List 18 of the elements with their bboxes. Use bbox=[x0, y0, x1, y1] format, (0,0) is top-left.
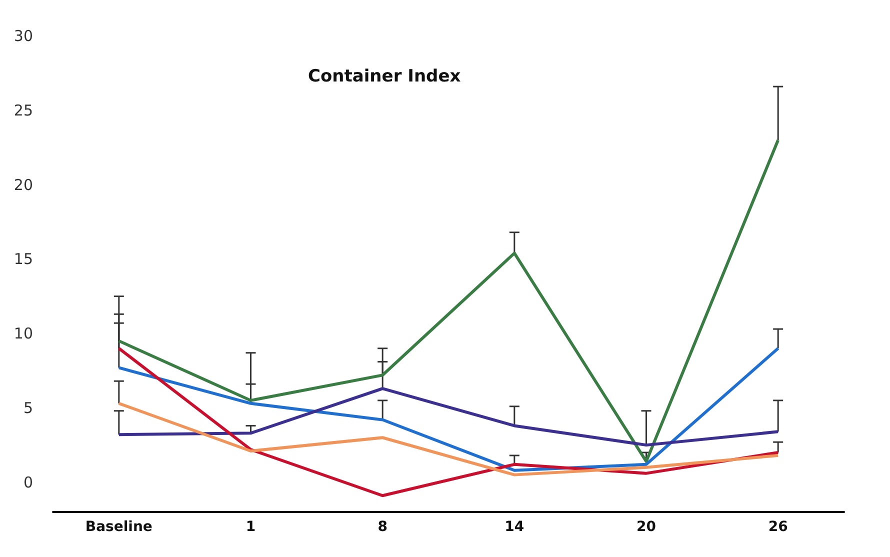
x-tick-label: 8 bbox=[378, 519, 388, 535]
x-tick-label: 1 bbox=[246, 519, 256, 535]
y-tick-label: 30 bbox=[14, 27, 33, 45]
line-series bbox=[117, 346, 780, 472]
text: Container Index bbox=[308, 66, 461, 86]
x-tick-label: 14 bbox=[504, 519, 524, 535]
y-tick-label: 5 bbox=[23, 398, 33, 417]
line-series bbox=[117, 387, 780, 447]
x-tick-label: 20 bbox=[636, 519, 656, 535]
y-tick-label: 10 bbox=[14, 324, 33, 342]
line-series bbox=[117, 402, 780, 476]
y-tick-label: 0 bbox=[23, 473, 33, 492]
y-tick-label: 15 bbox=[14, 250, 33, 268]
line-series bbox=[117, 138, 780, 463]
x-tick-label: Baseline bbox=[85, 519, 152, 535]
y-tick-label: 20 bbox=[14, 176, 33, 194]
x-tick-label: 26 bbox=[768, 519, 788, 535]
y-tick-label: 25 bbox=[14, 101, 33, 120]
